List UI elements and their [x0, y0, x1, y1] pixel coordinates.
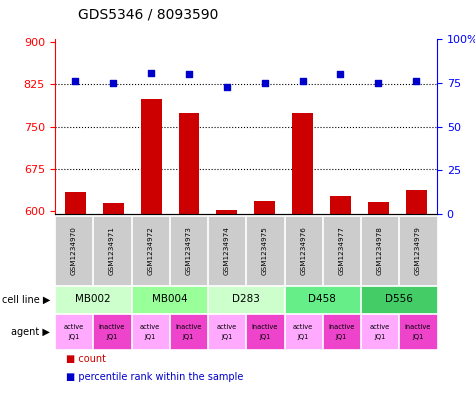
- Text: cell line ▶: cell line ▶: [1, 294, 50, 305]
- Point: [110, 80, 117, 86]
- Text: GSM1234971: GSM1234971: [109, 226, 115, 275]
- Text: active: active: [64, 324, 84, 330]
- Text: GSM1234977: GSM1234977: [338, 226, 344, 275]
- Text: inactive: inactive: [252, 324, 278, 330]
- Point: [147, 70, 155, 76]
- Point: [374, 80, 382, 86]
- Text: GSM1234970: GSM1234970: [71, 226, 77, 275]
- Text: JQ1: JQ1: [221, 334, 232, 340]
- Text: GSM1234975: GSM1234975: [262, 226, 268, 275]
- Text: JQ1: JQ1: [297, 334, 309, 340]
- Text: MB002: MB002: [75, 294, 111, 305]
- Point: [299, 78, 306, 84]
- Text: GSM1234979: GSM1234979: [415, 226, 421, 275]
- Text: active: active: [140, 324, 161, 330]
- Point: [185, 71, 193, 77]
- Bar: [292, 113, 313, 214]
- Bar: [103, 203, 124, 214]
- Text: active: active: [370, 324, 390, 330]
- Bar: [141, 99, 162, 214]
- Text: MB004: MB004: [152, 294, 187, 305]
- Text: GDS5346 / 8093590: GDS5346 / 8093590: [78, 7, 219, 22]
- Bar: [65, 192, 86, 214]
- Text: JQ1: JQ1: [68, 334, 79, 340]
- Text: GSM1234972: GSM1234972: [147, 226, 153, 275]
- Text: JQ1: JQ1: [412, 334, 424, 340]
- Text: JQ1: JQ1: [183, 334, 194, 340]
- Text: agent ▶: agent ▶: [11, 327, 50, 337]
- Bar: [179, 113, 200, 214]
- Text: D556: D556: [385, 294, 413, 305]
- Text: ■ count: ■ count: [66, 354, 106, 364]
- Point: [223, 83, 231, 90]
- Text: inactive: inactive: [405, 324, 431, 330]
- Bar: [406, 190, 427, 214]
- Text: JQ1: JQ1: [144, 334, 156, 340]
- Text: GSM1234978: GSM1234978: [377, 226, 383, 275]
- Text: GSM1234976: GSM1234976: [300, 226, 306, 275]
- Text: GSM1234974: GSM1234974: [224, 226, 230, 275]
- Text: JQ1: JQ1: [259, 334, 271, 340]
- Bar: [217, 210, 238, 214]
- Text: JQ1: JQ1: [374, 334, 385, 340]
- Text: ■ percentile rank within the sample: ■ percentile rank within the sample: [66, 372, 244, 382]
- Point: [72, 78, 79, 84]
- Text: active: active: [293, 324, 314, 330]
- Point: [337, 71, 344, 77]
- Text: active: active: [217, 324, 237, 330]
- Bar: [368, 202, 389, 214]
- Point: [412, 78, 420, 84]
- Text: GSM1234973: GSM1234973: [185, 226, 191, 275]
- Text: D283: D283: [232, 294, 260, 305]
- Text: JQ1: JQ1: [336, 334, 347, 340]
- Bar: [254, 201, 275, 214]
- Text: inactive: inactive: [175, 324, 202, 330]
- Text: inactive: inactive: [328, 324, 355, 330]
- Text: inactive: inactive: [99, 324, 125, 330]
- Bar: [330, 196, 351, 214]
- Text: D458: D458: [308, 294, 336, 305]
- Text: JQ1: JQ1: [106, 334, 118, 340]
- Point: [261, 80, 268, 86]
